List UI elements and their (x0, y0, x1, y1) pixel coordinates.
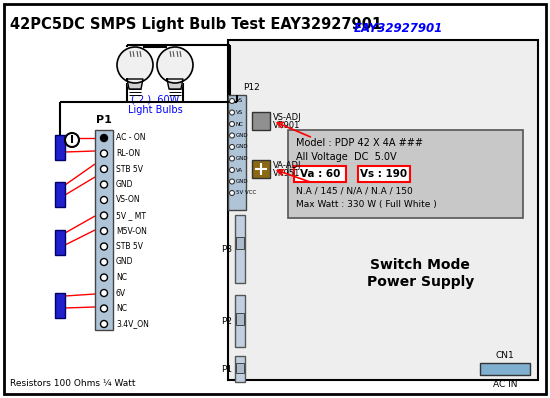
Text: Model : PDP 42 X 4A ###: Model : PDP 42 X 4A ### (296, 138, 423, 148)
Circle shape (101, 320, 107, 328)
Text: ( 2 )  60W: ( 2 ) 60W (131, 95, 179, 105)
Text: GND: GND (116, 258, 134, 267)
Circle shape (157, 47, 193, 83)
Text: EAY32927901: EAY32927901 (354, 22, 443, 35)
Bar (235, 356, 245, 382)
Bar (228, 40, 538, 380)
Bar (55, 293, 65, 318)
Bar (55, 230, 65, 255)
Bar (235, 295, 245, 347)
Text: 3.4V_ON: 3.4V_ON (116, 320, 149, 328)
Circle shape (65, 133, 79, 147)
Circle shape (229, 110, 234, 115)
Text: NC: NC (116, 304, 127, 313)
Text: Va : 60: Va : 60 (300, 169, 340, 179)
Text: VR951: VR951 (273, 169, 300, 178)
Text: VS-ON: VS-ON (116, 195, 141, 205)
Text: GND: GND (236, 156, 249, 161)
Bar (252, 160, 270, 178)
Text: VA: VA (236, 168, 243, 172)
Text: P12: P12 (243, 83, 260, 92)
Text: GND: GND (236, 144, 249, 150)
Text: 5V _ MT: 5V _ MT (116, 211, 146, 220)
Text: GND: GND (116, 180, 134, 189)
Text: N.A / 145 / N/A / N.A / 150: N.A / 145 / N/A / N.A / 150 (296, 187, 412, 196)
Bar (236, 237, 244, 249)
Circle shape (229, 156, 234, 161)
Circle shape (117, 47, 153, 83)
Text: STB 5V: STB 5V (116, 242, 143, 251)
Circle shape (229, 179, 234, 184)
Text: VS: VS (236, 110, 243, 115)
Circle shape (101, 166, 107, 172)
Text: Power Supply: Power Supply (366, 275, 474, 289)
Text: P1: P1 (96, 115, 112, 125)
Text: GND: GND (236, 179, 249, 184)
Bar (480, 363, 530, 375)
Text: Max Watt : 330 W ( Full White ): Max Watt : 330 W ( Full White ) (296, 200, 437, 209)
Circle shape (101, 212, 107, 219)
Text: P2: P2 (221, 316, 232, 326)
Circle shape (229, 191, 234, 195)
Text: AC IN: AC IN (493, 380, 517, 389)
Text: RL-ON: RL-ON (116, 149, 140, 158)
Circle shape (101, 274, 107, 281)
Bar (294, 166, 346, 182)
Text: CN1: CN1 (496, 351, 514, 360)
Circle shape (229, 121, 234, 127)
Circle shape (229, 98, 234, 103)
Circle shape (229, 168, 234, 172)
Text: Vs : 190: Vs : 190 (360, 169, 408, 179)
Circle shape (101, 181, 107, 188)
Circle shape (101, 289, 107, 297)
Polygon shape (167, 79, 183, 89)
Text: NC: NC (116, 273, 127, 282)
Text: VA-ADJ: VA-ADJ (273, 161, 301, 170)
Polygon shape (127, 79, 143, 89)
Text: VS: VS (236, 98, 243, 103)
Circle shape (229, 144, 234, 150)
Text: M5V-ON: M5V-ON (116, 226, 147, 236)
Bar (95, 130, 113, 330)
Circle shape (101, 150, 107, 157)
Circle shape (101, 258, 107, 265)
Bar (252, 112, 270, 130)
Text: VS-ADJ: VS-ADJ (273, 113, 301, 122)
Circle shape (101, 228, 107, 234)
Text: 42PC5DC SMPS Light Bulb Test EAY32927901: 42PC5DC SMPS Light Bulb Test EAY32927901 (10, 17, 382, 32)
Text: 5V VCC: 5V VCC (236, 191, 256, 195)
Text: STB 5V: STB 5V (116, 164, 143, 174)
Circle shape (229, 133, 234, 138)
Text: GND: GND (236, 133, 249, 138)
Text: 6V: 6V (116, 289, 126, 297)
Circle shape (101, 135, 107, 142)
Bar (235, 215, 245, 283)
Bar (236, 363, 244, 373)
Text: P1: P1 (221, 365, 232, 373)
Text: NC: NC (236, 121, 244, 127)
Text: VR901: VR901 (273, 121, 300, 130)
Text: P3: P3 (221, 244, 232, 254)
Bar (236, 313, 244, 325)
Circle shape (101, 243, 107, 250)
Text: Resistors 100 Ohms ¼ Watt: Resistors 100 Ohms ¼ Watt (10, 379, 135, 388)
Text: Switch Mode: Switch Mode (370, 258, 470, 272)
Text: AC - ON: AC - ON (116, 133, 146, 142)
Bar (288, 130, 523, 218)
Bar (358, 166, 410, 182)
Text: All Voltage  DC  5.0V: All Voltage DC 5.0V (296, 152, 397, 162)
Bar (55, 182, 65, 207)
Text: I: I (70, 135, 74, 145)
Text: Light Bulbs: Light Bulbs (128, 105, 183, 115)
Circle shape (101, 197, 107, 203)
Bar (55, 135, 65, 160)
Circle shape (101, 305, 107, 312)
Bar (228, 95, 246, 210)
